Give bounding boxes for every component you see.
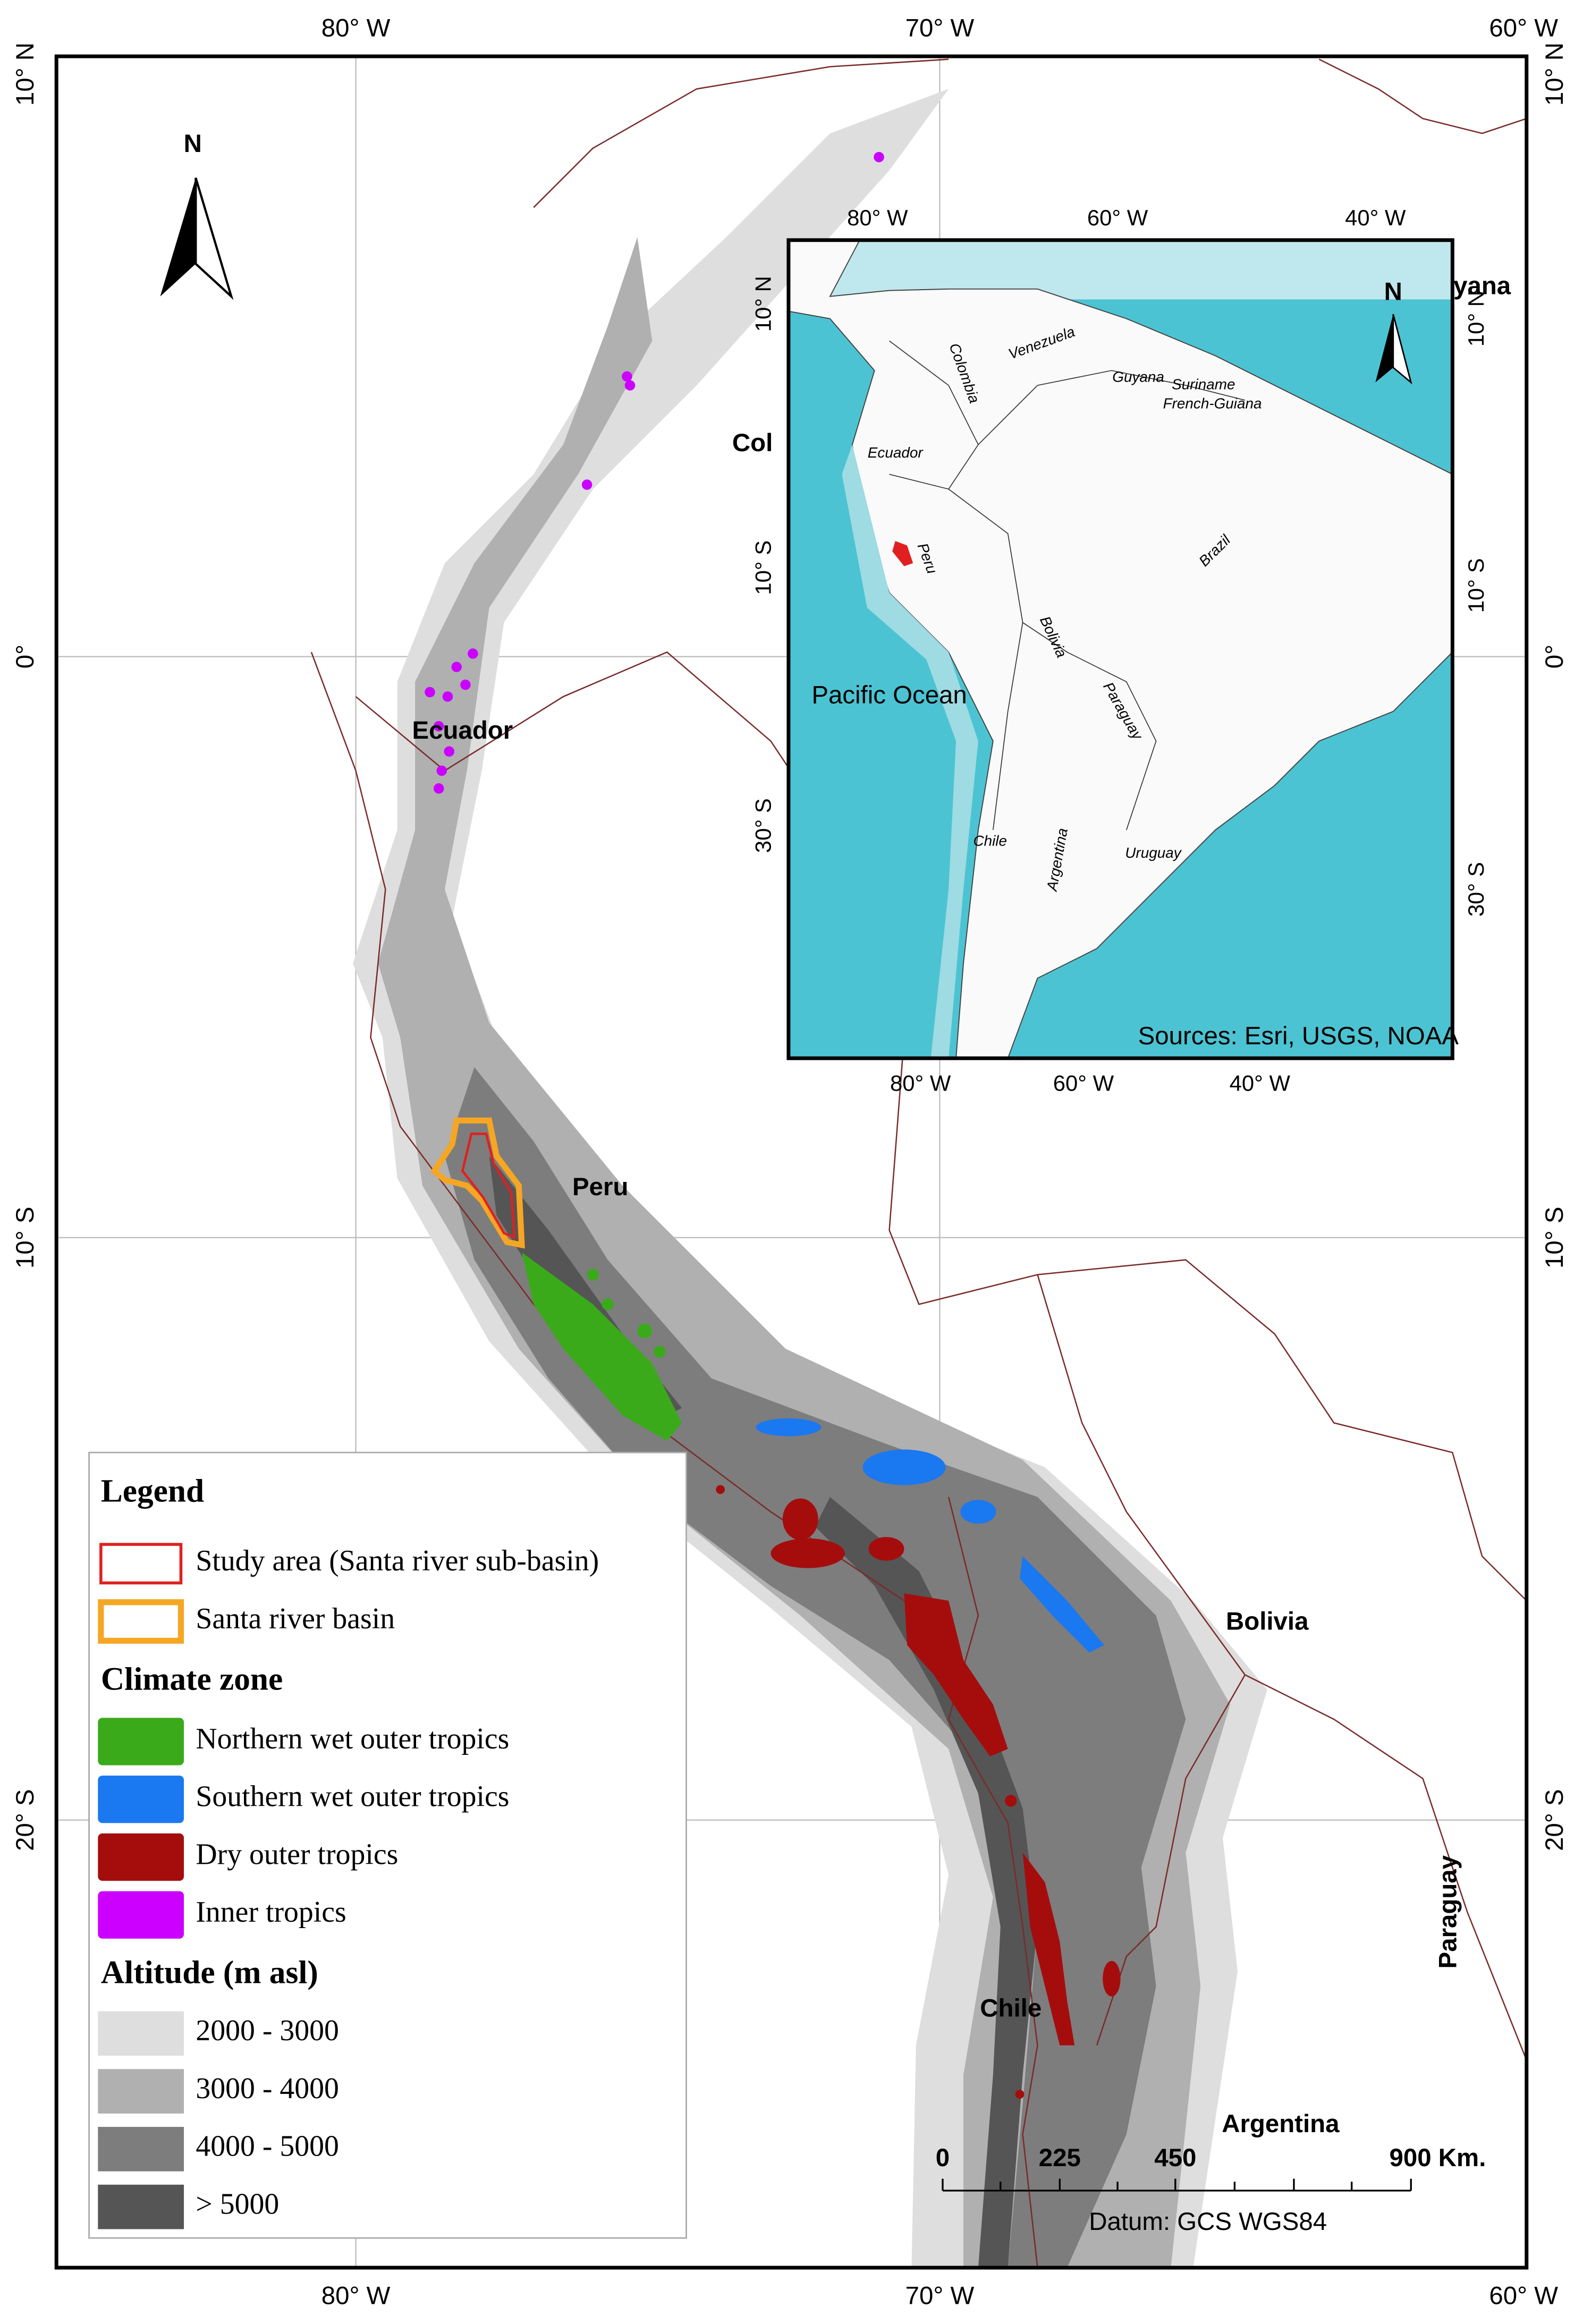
inset-country-label: Suriname xyxy=(1172,376,1235,392)
inset-north-label: N xyxy=(1384,278,1402,306)
country-label: Col xyxy=(732,429,773,457)
legend-label: Study area (Santa river sub-basin) xyxy=(196,1544,599,1577)
inset-axis-label: 80° W xyxy=(890,1071,951,1096)
legend-label: Northern wet outer tropics xyxy=(196,1722,509,1755)
inset-axis-label: 10° S xyxy=(750,540,775,595)
country-label: Bolivia xyxy=(1226,1607,1309,1635)
dry-outer-sites xyxy=(716,1485,1121,2099)
inset-north-arrow xyxy=(1375,314,1393,383)
legend-swatch xyxy=(98,2011,184,2056)
scale-label: 450 xyxy=(1154,2144,1196,2172)
legend-label: 4000 - 5000 xyxy=(196,2130,339,2163)
legend-swatch xyxy=(98,2069,184,2114)
inset-borders xyxy=(889,340,1246,831)
scale-label: 900 Km. xyxy=(1390,2144,1486,2172)
legend-label: Inner tropics xyxy=(196,1896,346,1929)
country-label: Chile xyxy=(980,1994,1042,2022)
legend-label: Santa river basin xyxy=(196,1602,395,1635)
legend-title: Legend xyxy=(101,1473,204,1509)
ocean-label: Pacific Ocean xyxy=(811,681,967,709)
inner-tropics-sites xyxy=(425,151,884,794)
inset-axis-label: 10° N xyxy=(1463,291,1488,347)
country-label: Ecuador xyxy=(412,716,513,745)
inset-axis-label: 40° W xyxy=(1345,205,1406,230)
study-area xyxy=(461,1133,516,1240)
inset-country-label: Guyana xyxy=(1112,369,1164,385)
axis-label: 20° S xyxy=(11,1789,39,1851)
country-label: Argentina xyxy=(1222,2110,1340,2138)
inset-axis-label: 60° W xyxy=(1053,1071,1114,1096)
country-label: Paraguay xyxy=(1434,1855,1462,1968)
legend-swatch xyxy=(98,1776,184,1823)
axis-label: 70° W xyxy=(905,2281,975,2310)
inset-country-label: Ecuador xyxy=(868,444,924,461)
inset-axis-label: 60° W xyxy=(1087,205,1148,230)
axis-label: 60° W xyxy=(1489,14,1558,42)
datum-label: Datum: GCS WGS84 xyxy=(1089,2208,1327,2236)
map-frame xyxy=(54,54,1529,2270)
main-map xyxy=(56,56,1527,2268)
inset-axis-label: 30° S xyxy=(750,798,775,853)
country-label: Peru xyxy=(572,1173,628,1201)
inset-frame xyxy=(786,238,1454,1060)
legend-box xyxy=(88,1451,687,2239)
inset-map xyxy=(786,238,1454,1060)
legend-swatch xyxy=(98,2184,184,2229)
inset-country-label: French-Guiana xyxy=(1163,395,1262,412)
inset-axis-label: 40° W xyxy=(1230,1071,1291,1096)
scale-label: 0 xyxy=(936,2144,950,2172)
axis-label: 80° W xyxy=(321,14,391,42)
scale-label: 225 xyxy=(1039,2144,1081,2172)
legend-swatch xyxy=(98,1718,184,1765)
sources-label: Sources: Esri, USGS, NOAA xyxy=(1138,1022,1459,1050)
north-label: N xyxy=(184,130,202,158)
legend-label: Southern wet outer tropics xyxy=(196,1780,509,1813)
inset-study-area xyxy=(892,540,913,567)
inset-axis-label: 80° W xyxy=(847,205,908,230)
legend-label: 2000 - 3000 xyxy=(196,2014,339,2047)
inset-caribbean xyxy=(788,240,1453,300)
axis-label: 10° S xyxy=(11,1206,39,1268)
axis-label: 0° xyxy=(11,645,39,669)
legend-swatch xyxy=(99,1543,183,1585)
inset-country-label: Uruguay xyxy=(1125,844,1182,861)
legend-swatch xyxy=(98,2127,184,2171)
inset-axis-label: 10° S xyxy=(1463,558,1488,613)
legend-label: 3000 - 4000 xyxy=(196,2072,339,2105)
legend-subtitle: Climate zone xyxy=(101,1661,283,1697)
axis-label: 20° S xyxy=(1540,1789,1569,1851)
southern-wet-sites xyxy=(756,1418,1104,1653)
legend-swatch xyxy=(98,1833,184,1881)
axis-label: 70° W xyxy=(905,14,975,42)
axis-label: 10° S xyxy=(1540,1206,1569,1268)
northern-wet-sites xyxy=(521,1252,682,1441)
santa-river-basin xyxy=(430,1117,525,1249)
axis-label: 60° W xyxy=(1489,2281,1558,2310)
country-label: yana xyxy=(1453,272,1511,300)
inset-shelf xyxy=(842,444,978,1059)
legend xyxy=(88,1451,687,2239)
axis-label: 80° W xyxy=(321,2281,391,2310)
axis-label: 10° N xyxy=(1540,43,1569,106)
legend-swatch xyxy=(98,1599,184,1644)
scale-bar xyxy=(942,2178,1412,2192)
axis-label: 10° N xyxy=(11,43,39,106)
inset-country-label: Chile xyxy=(973,832,1007,849)
axis-label: 0° xyxy=(1540,645,1569,669)
legend-label: Dry outer tropics xyxy=(196,1838,398,1871)
north-arrow xyxy=(160,178,196,297)
north-arrow xyxy=(194,178,234,300)
inset-axis-label: 10° N xyxy=(750,276,775,332)
inset-axis-label: 30° S xyxy=(1463,862,1488,917)
legend-label: > 5000 xyxy=(196,2187,279,2220)
legend-swatch xyxy=(98,1891,184,1939)
legend-subtitle: Altitude (m asl) xyxy=(101,1955,318,1991)
inset-north-arrow xyxy=(1392,314,1412,385)
